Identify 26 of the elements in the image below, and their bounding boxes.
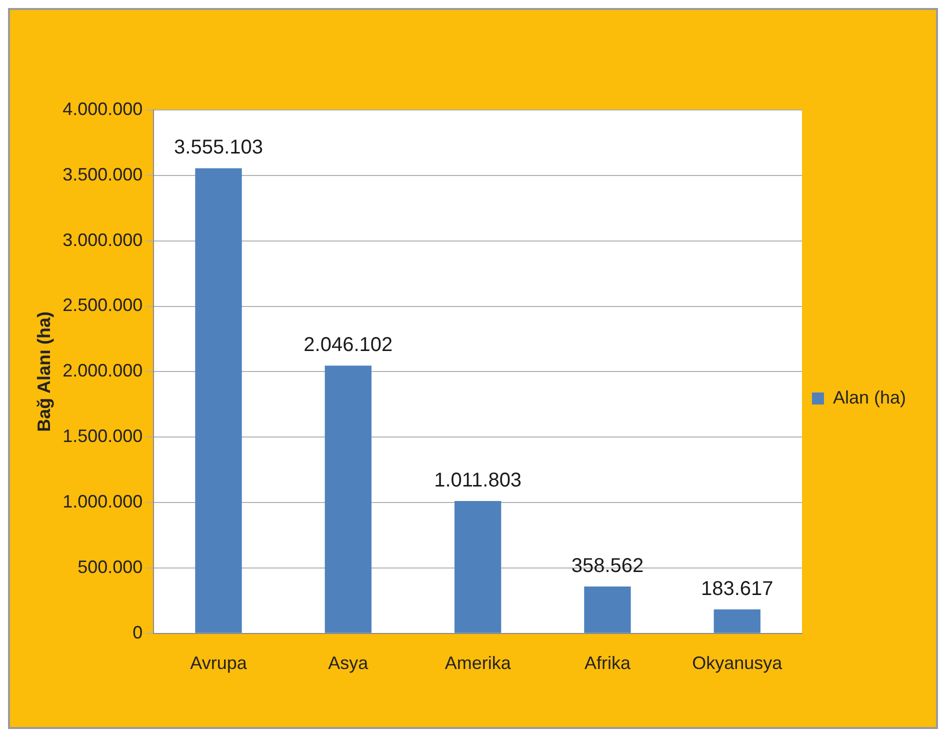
data-label: 358.562 xyxy=(571,555,644,577)
y-tick-label: 3.000.000 xyxy=(62,230,143,250)
x-tick-label: Amerika xyxy=(444,653,512,674)
x-tick-label: Afrika xyxy=(584,653,632,674)
x-tick-label: Asya xyxy=(328,653,370,674)
y-tick-label: 4.000.000 xyxy=(62,98,143,119)
x-tick-label: Avrupa xyxy=(190,653,248,674)
y-tick-label: 0 xyxy=(132,622,143,642)
bar xyxy=(454,501,502,633)
data-label: 2.046.102 xyxy=(304,334,393,356)
y-tick-label: 3.500.000 xyxy=(62,164,143,184)
data-label: 3.555.103 xyxy=(174,136,263,159)
y-tick-label: 2.000.000 xyxy=(62,360,143,381)
y-axis-title: Bağ Alanı (ha) xyxy=(34,312,54,432)
x-tick-label: Okyanusya xyxy=(692,653,784,674)
y-tick-label: 1.000.000 xyxy=(62,492,143,512)
bar xyxy=(195,168,242,633)
legend-label: Alan (ha) xyxy=(832,387,906,408)
bar xyxy=(714,609,760,633)
y-tick-label: 500.000 xyxy=(78,556,143,577)
data-label: 1.011.803 xyxy=(434,470,522,492)
y-tick-label: 2.500.000 xyxy=(62,295,143,316)
y-tick-label: 1.500.000 xyxy=(62,426,143,446)
data-label: 183.617 xyxy=(700,578,774,600)
bar xyxy=(324,366,372,633)
bar xyxy=(584,586,631,633)
